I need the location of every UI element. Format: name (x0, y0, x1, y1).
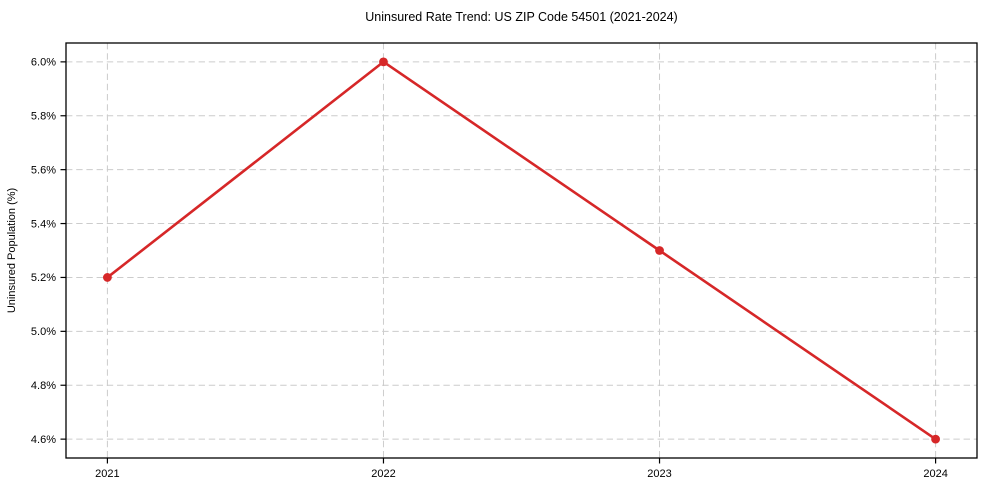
y-tick-label: 4.8% (31, 380, 56, 392)
y-tick-label: 6.0% (31, 57, 56, 69)
data-point-marker (379, 57, 388, 67)
y-tick-label: 5.4% (31, 218, 56, 230)
y-tick-label: 5.6% (31, 164, 56, 176)
y-tick-label: 5.0% (31, 326, 56, 338)
tick-layer: 4.6% 4.8% 5.0% 5.2% 5.4% 5.6% 5.8% 6.0% 2021 2022… (31, 57, 948, 480)
y-tick-label: 4.6% (31, 434, 56, 446)
y-tick-label: 5.8% (31, 111, 56, 123)
data-point-marker (103, 273, 112, 282)
data-point-marker (931, 434, 940, 444)
chart-title: Uninsured Rate Trend: US ZIP Code 54501 … (365, 10, 677, 24)
series-layer (103, 57, 940, 444)
x-tick-label: 2022 (371, 468, 395, 480)
y-axis-label: Uninsured Population (%) (6, 188, 18, 313)
x-tick-label: 2021 (95, 468, 119, 480)
x-tick-label: 2024 (923, 468, 947, 480)
data-point-marker (655, 246, 664, 255)
x-tick-label: 2023 (647, 468, 671, 480)
grid-layer (66, 43, 977, 458)
trend-line (106, 60, 937, 441)
y-tick-label: 5.2% (31, 272, 56, 284)
plot-border (65, 42, 978, 459)
